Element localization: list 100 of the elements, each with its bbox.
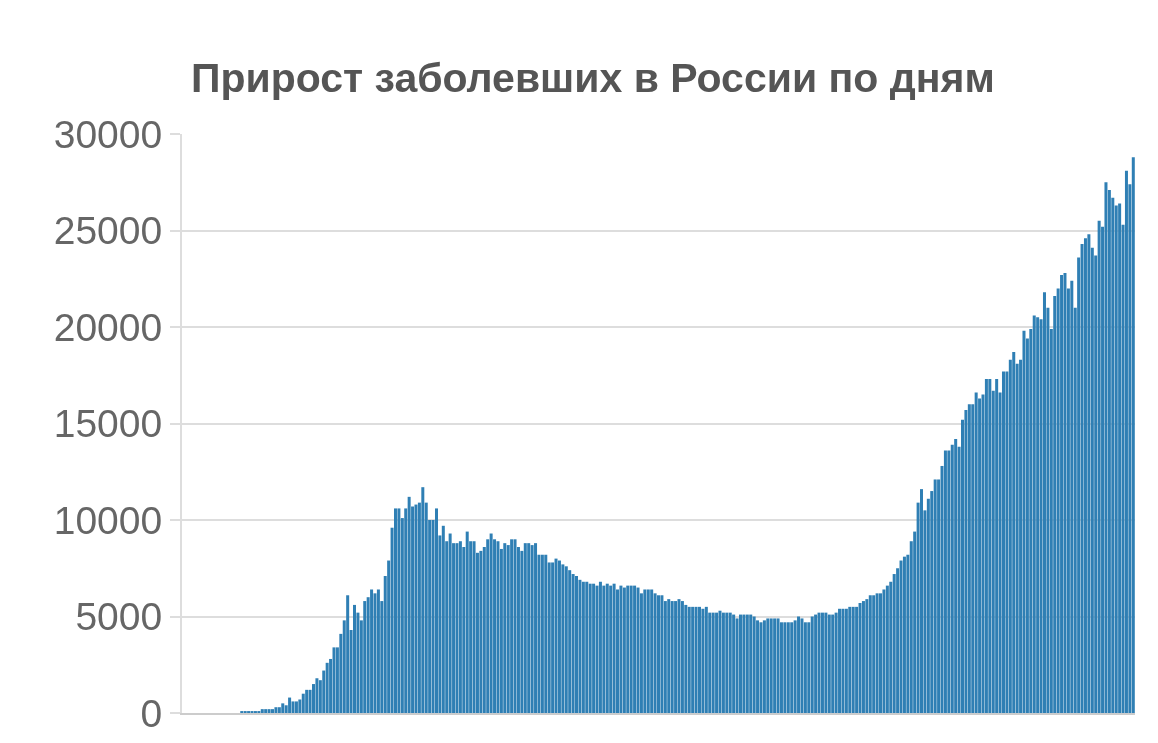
bar	[434, 508, 438, 713]
bar	[735, 618, 739, 713]
y-tick-label: 30000	[53, 112, 163, 156]
bar	[967, 404, 971, 713]
bar	[643, 589, 647, 713]
bar	[885, 585, 889, 713]
bar	[790, 622, 794, 713]
bar	[670, 601, 674, 713]
bar	[1087, 234, 1091, 713]
bar	[844, 608, 848, 713]
bar	[271, 709, 275, 713]
bar	[373, 593, 377, 713]
bar	[721, 612, 725, 713]
bar	[1022, 330, 1026, 713]
bar	[277, 707, 281, 713]
bar	[657, 595, 660, 713]
bar	[294, 701, 298, 713]
bar	[1131, 157, 1135, 713]
bar	[568, 570, 572, 713]
bar	[667, 599, 671, 713]
bar	[868, 595, 872, 713]
bar	[827, 614, 831, 713]
bar	[1001, 371, 1005, 713]
bar	[1104, 182, 1108, 713]
y-tick-label: 0	[140, 691, 163, 735]
bar	[602, 585, 606, 713]
bar	[598, 581, 602, 713]
bar	[315, 678, 319, 713]
bar	[1036, 317, 1040, 713]
bar	[745, 614, 749, 713]
y-tick-label: 10000	[53, 498, 163, 542]
bar	[800, 618, 804, 713]
bar	[534, 543, 538, 713]
bar	[554, 558, 558, 713]
bar	[834, 612, 838, 713]
bar	[605, 583, 609, 713]
bar	[465, 531, 469, 713]
bar	[797, 616, 801, 713]
bar	[305, 689, 309, 713]
bar	[1032, 315, 1036, 713]
bar	[776, 618, 780, 713]
bar	[841, 608, 845, 713]
bar	[376, 589, 380, 713]
bar	[288, 697, 292, 713]
bar	[578, 579, 582, 713]
bar	[513, 539, 517, 713]
bar	[793, 620, 797, 713]
bar	[933, 479, 937, 713]
bar	[701, 608, 705, 713]
bar	[831, 614, 835, 713]
y-tick-label: 25000	[53, 209, 163, 253]
bar	[448, 533, 452, 713]
bar	[1042, 292, 1046, 713]
bar	[838, 608, 842, 713]
bar	[636, 587, 640, 713]
bar	[882, 589, 886, 713]
bar	[561, 564, 565, 713]
bar	[626, 585, 630, 713]
bar	[674, 601, 678, 713]
bar	[1070, 280, 1074, 713]
bar	[697, 606, 701, 713]
bar	[738, 614, 742, 713]
bar	[858, 602, 862, 713]
bar	[725, 612, 729, 713]
bar	[803, 622, 807, 713]
bar	[680, 601, 684, 713]
bar	[622, 587, 626, 713]
bar	[865, 599, 869, 713]
bar	[732, 614, 736, 713]
bar	[588, 583, 592, 713]
bar	[902, 556, 906, 713]
bar	[920, 489, 924, 713]
bar	[489, 533, 493, 713]
bar	[899, 560, 903, 713]
bar	[1118, 203, 1122, 713]
bar	[585, 581, 589, 713]
bar	[421, 487, 425, 713]
bar	[352, 604, 356, 713]
bar	[629, 585, 633, 713]
bar	[694, 606, 698, 713]
bar	[653, 593, 657, 713]
bar	[855, 606, 859, 713]
bar	[274, 707, 278, 713]
bar	[571, 574, 575, 713]
bar	[715, 612, 719, 713]
bar	[872, 595, 876, 713]
bar	[575, 575, 579, 713]
bar	[264, 709, 268, 713]
bar	[397, 508, 401, 713]
bar	[824, 612, 828, 713]
bar	[817, 612, 821, 713]
bar	[557, 560, 561, 713]
bar	[988, 379, 992, 713]
bar	[848, 606, 852, 713]
y-tick-label: 20000	[53, 305, 163, 349]
bar	[684, 604, 688, 713]
bar	[332, 647, 336, 713]
bar	[612, 583, 616, 713]
bar	[756, 620, 760, 713]
bar	[407, 496, 411, 713]
